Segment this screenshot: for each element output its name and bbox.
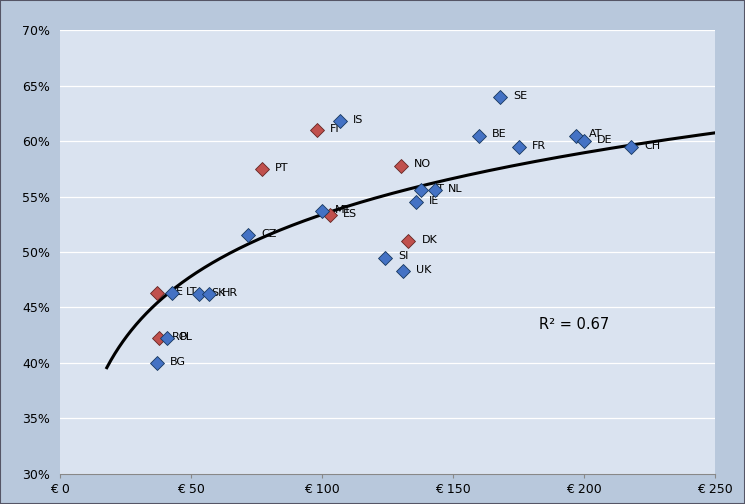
Text: ES: ES [343,209,357,219]
Text: PL: PL [180,332,193,342]
Text: EE: EE [170,287,184,297]
Text: PT: PT [275,163,288,173]
Text: HR: HR [222,288,238,298]
Text: DK: DK [422,235,437,245]
Text: BE: BE [492,130,507,140]
Text: NL: NL [448,184,463,194]
Text: BG: BG [170,357,186,367]
Text: CZ: CZ [261,229,277,239]
Text: MT: MT [335,205,352,215]
Text: R² = 0.67: R² = 0.67 [539,317,609,332]
Text: FR: FR [532,141,546,151]
Text: SE: SE [513,91,527,101]
Text: IS: IS [353,115,364,125]
Text: IE: IE [429,196,440,206]
Text: NO: NO [413,159,431,169]
Text: AT: AT [589,130,603,140]
Text: CH: CH [644,141,661,151]
Text: LT: LT [186,287,197,297]
Text: RO: RO [172,332,189,342]
Text: DE: DE [597,135,612,145]
Text: SI: SI [398,251,408,262]
Text: SK: SK [212,288,226,298]
Text: FI: FI [330,124,339,134]
Text: UK: UK [416,265,431,275]
Text: IT: IT [434,184,445,194]
